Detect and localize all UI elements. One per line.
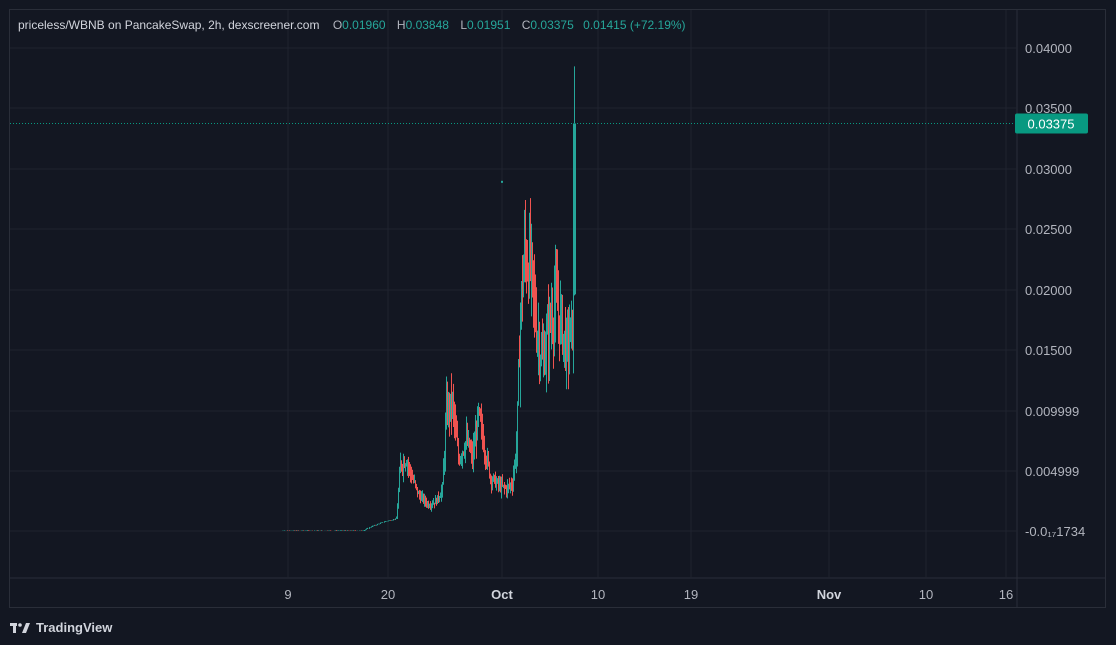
low-label: L [460, 18, 467, 32]
y-tick-label: 0.009999 [1025, 404, 1079, 419]
x-tick-label: Nov [817, 587, 842, 602]
chart-legend: priceless/WBNB on PancakeSwap, 2h, dexsc… [18, 18, 686, 32]
y-tick-label: 0.01500 [1025, 343, 1072, 358]
close-label: C [521, 18, 531, 32]
y-tick-label: 0.03500 [1025, 101, 1072, 116]
change-value: 0.01415 (+72.19%) [583, 18, 686, 32]
open-value: 0.01960 [342, 18, 386, 32]
open-label: O [332, 18, 343, 32]
last-price-tag [1015, 113, 1088, 134]
brand-name[interactable]: TradingView [36, 620, 113, 635]
last-price-label: 0.03375 [1028, 116, 1075, 131]
close-value: 0.03375 [530, 18, 574, 32]
x-tick-label: 10 [591, 587, 605, 602]
y-tick-label: 0.02000 [1025, 283, 1072, 298]
high-label: H [396, 18, 406, 32]
footer: TradingView [10, 620, 112, 635]
x-tick-label: 19 [684, 587, 698, 602]
x-tick-label: 20 [381, 587, 395, 602]
y-tick-label: 0.03000 [1025, 162, 1072, 177]
y-tick-label: 0.02500 [1025, 222, 1072, 237]
y-tick-label: -0.0₁₇1734 [1025, 524, 1085, 539]
x-tick-label: 16 [999, 587, 1013, 602]
x-tick-label: 9 [284, 587, 291, 602]
x-tick-label: Oct [491, 587, 513, 602]
y-tick-label: 0.04000 [1025, 41, 1072, 56]
low-value: 0.01951 [467, 18, 511, 32]
tradingview-logo-icon[interactable] [10, 622, 30, 634]
x-tick-label: 10 [919, 587, 933, 602]
outlier-point [501, 180, 503, 183]
y-tick-label: 0.004999 [1025, 464, 1079, 479]
symbol-title: priceless/WBNB on PancakeSwap, 2h, dexsc… [18, 18, 320, 32]
last-candle-body [573, 123, 576, 295]
high-value: 0.03848 [405, 18, 449, 32]
